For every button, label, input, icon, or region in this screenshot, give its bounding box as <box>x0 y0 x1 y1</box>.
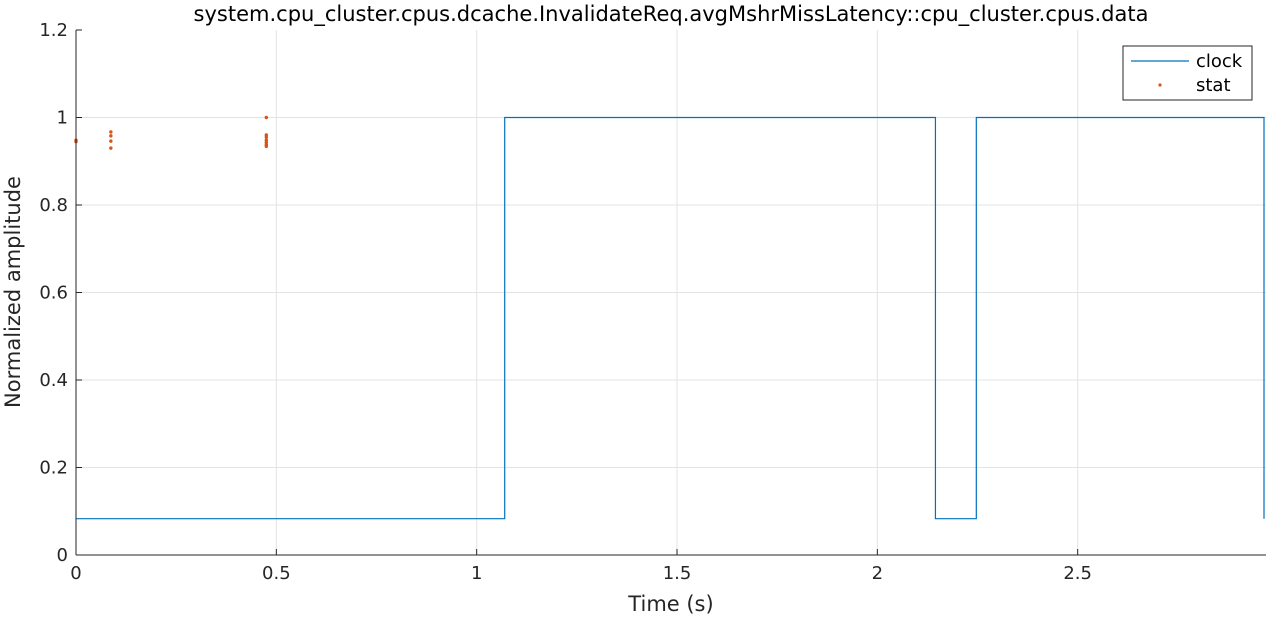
x-tick-label-0: 0 <box>70 563 81 584</box>
stat-point-8 <box>264 135 269 139</box>
stat-point-3 <box>109 134 113 138</box>
x-axis-label: Time (s) <box>627 592 713 616</box>
x-ticks: 0 0.5 1 1.5 2 2.5 <box>70 549 1092 584</box>
legend-box <box>1122 45 1253 101</box>
y-axis-label: Normalized amplitude <box>1 176 25 408</box>
x-tick-label-1: 0.5 <box>262 563 291 584</box>
y-tick-label-4: 0.8 <box>39 195 68 216</box>
series-stat <box>74 115 269 150</box>
x-tick-label-5: 2.5 <box>1063 563 1092 584</box>
chart-title: system.cpu_cluster.cpus.dcache.Invalidat… <box>194 2 1149 27</box>
stat-point-4 <box>109 139 113 143</box>
x-tick-label-2: 1 <box>471 563 482 584</box>
y-tick-label-5: 1 <box>57 108 68 129</box>
y-tick-label-0: 0 <box>57 545 68 566</box>
legend-stat-label: stat <box>1196 75 1231 96</box>
stat-point-6 <box>264 115 269 120</box>
y-tick-label-2: 0.4 <box>39 370 68 391</box>
y-tick-label-3: 0.6 <box>39 283 68 304</box>
x-tick-label-3: 1.5 <box>663 563 692 584</box>
stat-point-2 <box>109 130 113 134</box>
series-clock <box>76 116 1265 520</box>
clock-line <box>76 116 1265 520</box>
stat-point-5 <box>109 146 113 150</box>
legend-stat-swatch <box>1158 83 1162 87</box>
y-ticks: 0 0.2 0.4 0.6 0.8 1 1.2 <box>39 20 82 566</box>
y-tick-label-1: 0.2 <box>39 458 68 479</box>
stat-point-12 <box>264 144 269 149</box>
y-tick-label-6: 1.2 <box>39 20 68 41</box>
legend-clock-label: clock <box>1196 51 1243 72</box>
legend: clock stat <box>1122 45 1253 101</box>
x-tick-label-4: 2 <box>872 563 883 584</box>
